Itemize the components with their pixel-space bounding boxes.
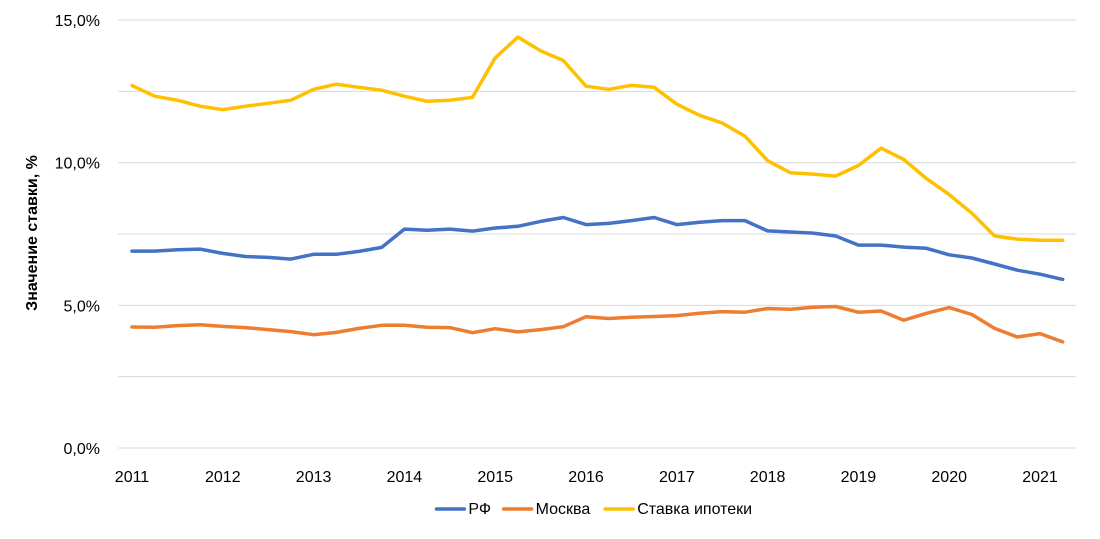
legend-item: Москва xyxy=(501,501,591,518)
series-line-0 xyxy=(130,215,1065,282)
y-tick-label: 0,0% xyxy=(64,441,100,458)
legend-item: РФ xyxy=(434,501,491,518)
x-tick-label: 2017 xyxy=(659,469,695,486)
series-line-2 xyxy=(130,35,1065,243)
x-tick-label: 2016 xyxy=(568,469,604,486)
grid-lines xyxy=(118,19,1076,449)
x-axis-ticks: 2011 2012 2013 2014 2015 2016 2017 2018 2019 2020… xyxy=(115,469,1058,486)
y-tick-label: 15,0% xyxy=(55,13,100,30)
legend-label: Москва xyxy=(536,501,591,518)
x-tick-label: 2012 xyxy=(205,469,241,486)
series-line-1 xyxy=(130,304,1065,344)
legend-label: Ставка ипотеки xyxy=(637,501,752,518)
x-tick-label: 2015 xyxy=(477,469,513,486)
series-lines xyxy=(130,35,1065,344)
x-tick-label: 2018 xyxy=(750,469,786,486)
x-tick-label: 2021 xyxy=(1022,469,1058,486)
y-axis-title: Значение ставки, % xyxy=(24,155,41,311)
y-tick-label: 10,0% xyxy=(55,156,100,173)
x-tick-label: 2013 xyxy=(296,469,332,486)
legend-item: Ставка ипотеки xyxy=(603,501,752,518)
x-tick-label: 2014 xyxy=(387,469,423,486)
y-tick-label: 5,0% xyxy=(64,298,100,315)
y-axis-ticks: 0,0% 5,0% 10,0% 15,0% xyxy=(55,13,100,458)
x-tick-label: 2019 xyxy=(841,469,877,486)
legend: РФ Москва Ставка ипотеки xyxy=(434,501,752,518)
x-tick-label: 2020 xyxy=(931,469,967,486)
legend-label: РФ xyxy=(468,501,491,518)
x-tick-label: 2011 xyxy=(115,469,150,486)
